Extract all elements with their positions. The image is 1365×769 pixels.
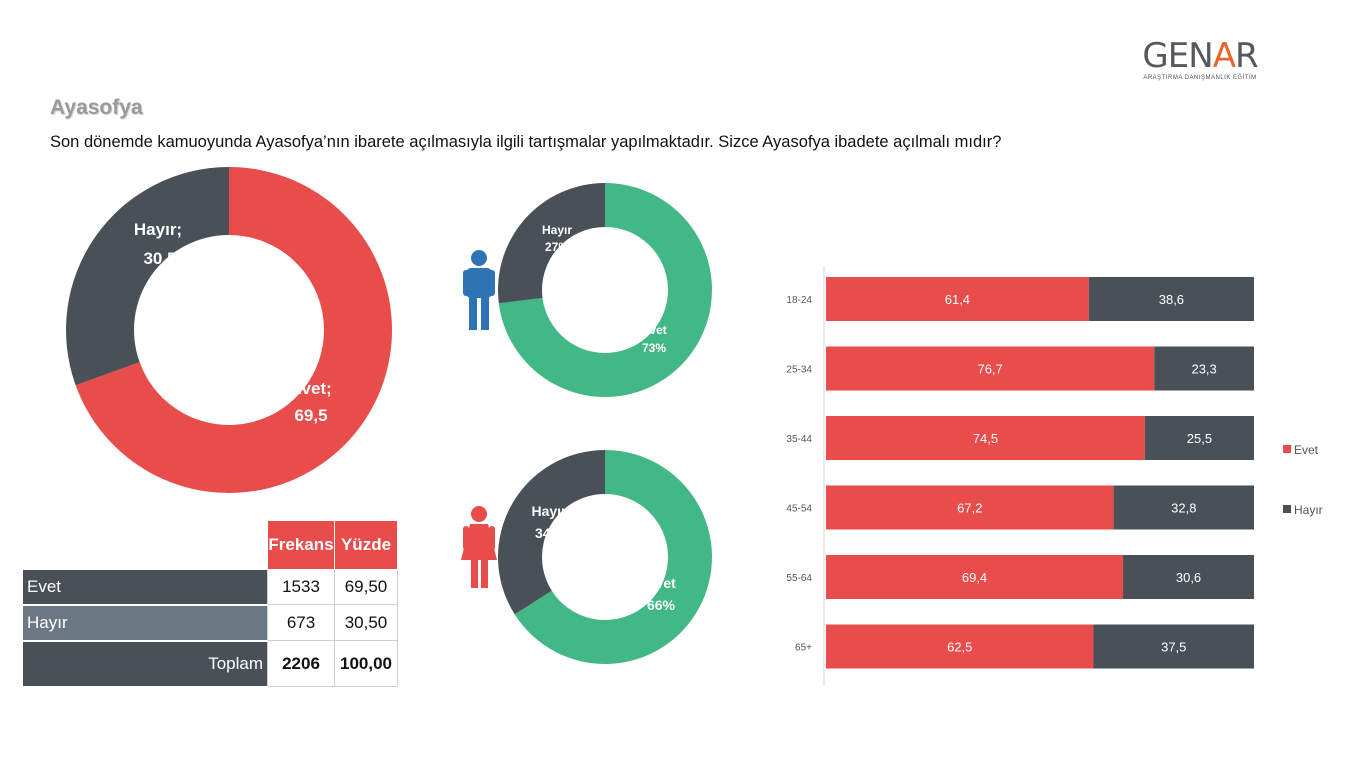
age-category-label: 35-44 <box>786 434 812 445</box>
female-hayir-value: 34% <box>535 525 564 541</box>
bar-evet-55-64 <box>826 555 1124 599</box>
bar-value-label: 38,6 <box>1159 292 1184 307</box>
bar-hayir-55-64 <box>1123 555 1254 599</box>
bar-hayir-18-24 <box>1088 277 1254 321</box>
male-donut-chart <box>497 183 712 397</box>
male-hayir-value: 27% <box>545 240 569 254</box>
age-bar-chart: 18-24 61,4 38,6 25-34 76,7 23,3 35-44 74,5 25,5 4… <box>786 277 1254 669</box>
page-title: Ayasofya <box>50 96 143 119</box>
bar-value-label: 62,5 <box>947 640 972 655</box>
bar-value-label: 25,5 <box>1187 431 1212 446</box>
male-slice-hayir <box>497 183 605 304</box>
table-header-yuzde: Yüzde <box>334 520 398 570</box>
table-row-label: Evet <box>23 569 268 606</box>
logo-tagline: ARAŞTIRMA DANIŞMANLIK EĞİTİM <box>1143 75 1257 81</box>
overall-hayir-value: 30,5 <box>143 249 176 268</box>
bar-evet-18-24 <box>826 277 1089 321</box>
frequency-table: Frekans Yüzde Evet 1533 69,50 Hayır 673 … <box>23 520 398 688</box>
bar-evet-65+ <box>826 624 1094 669</box>
overall-hayir-label: Hayır; <box>134 220 182 239</box>
table-cell-freq: 673 <box>267 604 335 641</box>
legend-evet-swatch <box>1283 445 1291 453</box>
legend-hayir-swatch <box>1283 505 1291 513</box>
age-category-label: 55-64 <box>786 573 812 584</box>
overall-slice-hayir <box>65 167 229 386</box>
female-evet-value: 66% <box>647 597 676 613</box>
age-category-label: 18-24 <box>786 295 812 306</box>
bar-evet-35-44 <box>826 416 1145 460</box>
female-person-icon <box>461 506 497 588</box>
table-cell-pct: 69,50 <box>334 569 398 605</box>
overall-slice-evet <box>75 167 392 494</box>
table-cell-pct: 100,00 <box>334 640 398 687</box>
bar-value-label: 74,5 <box>973 431 998 446</box>
female-hayir-label: Hayır <box>531 503 567 519</box>
bar-value-label: 61,4 <box>945 292 970 307</box>
bar-value-label: 69,4 <box>962 570 987 585</box>
age-category-label: 65+ <box>795 643 812 654</box>
bar-value-label: 23,3 <box>1191 362 1216 377</box>
bar-hayir-45-54 <box>1113 485 1254 530</box>
age-category-label: 45-54 <box>786 504 812 515</box>
bar-evet-45-54 <box>826 485 1114 530</box>
bar-hayir-35-44 <box>1144 416 1254 460</box>
bar-value-label: 32,8 <box>1171 501 1196 516</box>
bar-value-label: 67,2 <box>957 501 982 516</box>
bar-value-label: 30,6 <box>1176 570 1201 585</box>
bar-evet-25-34 <box>826 346 1155 391</box>
male-hayir-label: Hayır <box>542 223 572 237</box>
age-category-label: 25-34 <box>786 365 812 376</box>
legend-evet-label: Evet <box>1294 443 1319 457</box>
overall-evet-value: 69,5 <box>294 406 327 425</box>
overall-evet-label: Evet; <box>290 379 332 398</box>
legend-hayir-label: Hayır <box>1294 503 1323 517</box>
male-evet-value: 73% <box>642 341 666 355</box>
female-donut-chart <box>497 450 712 664</box>
bar-value-label: 76,7 <box>977 362 1002 377</box>
table-row: Toplam 2206 100,00 <box>23 640 398 688</box>
table-row: Hayır 673 30,50 <box>23 604 398 642</box>
table-cell-freq: 2206 <box>267 640 335 687</box>
table-row-label: Hayır <box>23 604 268 642</box>
bar-value-label: 37,5 <box>1161 640 1186 655</box>
male-slice-evet <box>498 183 712 397</box>
survey-question: Son dönemde kamuoyunda Ayasofya’nın ibar… <box>50 133 1002 151</box>
female-slice-evet <box>514 450 712 664</box>
female-evet-label: Evet <box>646 575 676 591</box>
table-cell-pct: 30,50 <box>334 604 398 641</box>
bar-hayir-65+ <box>1093 624 1254 669</box>
male-person-icon <box>463 250 495 330</box>
logo-wordmark: GENAR <box>1142 36 1258 76</box>
table-cell-freq: 1533 <box>267 569 335 605</box>
overall-donut-chart <box>65 167 392 494</box>
bar-hayir-25-34 <box>1154 346 1254 391</box>
genar-logo: GENAR ARAŞTIRMA DANIŞMANLIK EĞİTİM <box>1140 38 1260 81</box>
female-slice-hayir <box>497 450 605 615</box>
table-row: Evet 1533 69,50 <box>23 569 398 606</box>
male-evet-label: Evet <box>641 323 666 337</box>
table-row-label: Toplam <box>23 640 268 688</box>
table-header-frekans: Frekans <box>267 520 335 570</box>
